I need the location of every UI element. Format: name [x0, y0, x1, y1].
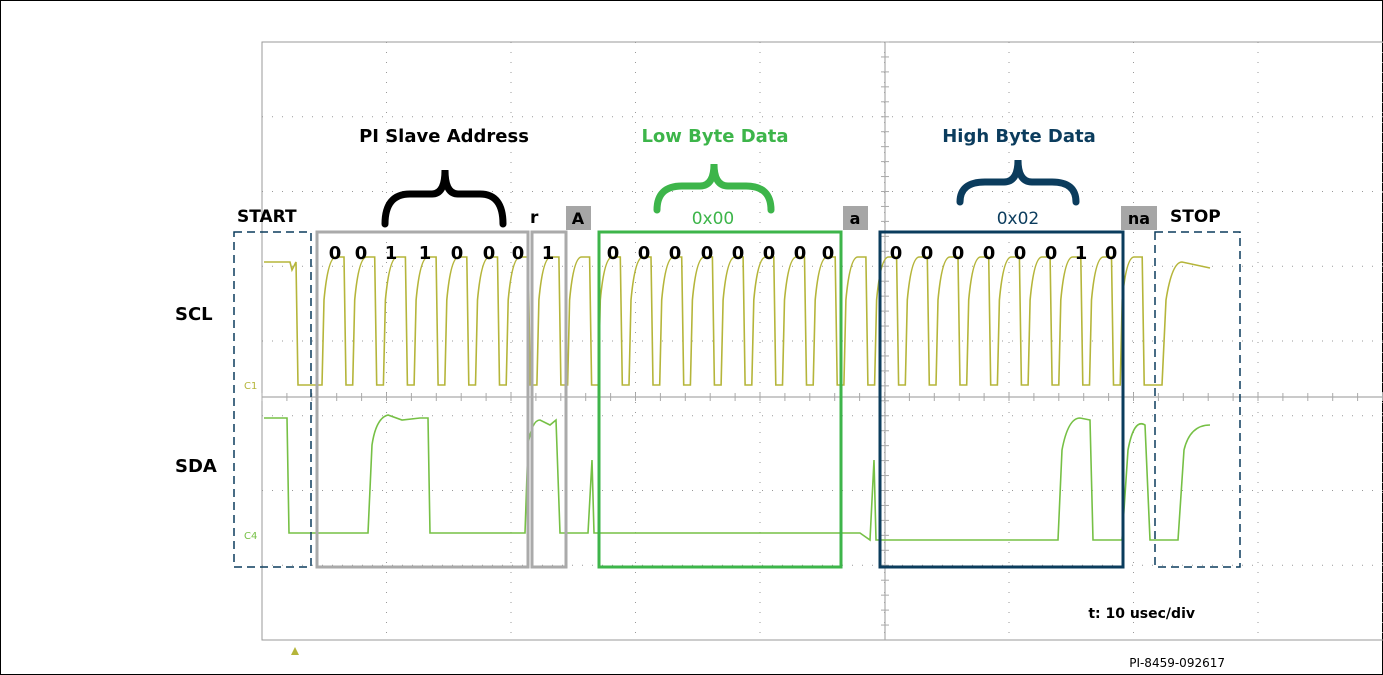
rw-box	[530, 230, 568, 569]
low-byte-bit-0: 0	[607, 243, 620, 264]
address-bit-5: 0	[483, 243, 496, 264]
ch1-marker: C1	[244, 381, 257, 392]
low-byte-bit-1: 0	[638, 243, 651, 264]
high-byte-bit-6: 1	[1075, 243, 1088, 264]
ack-a-tag: a	[843, 206, 868, 230]
low-byte-box	[597, 230, 843, 569]
high-byte-bit-5: 0	[1045, 243, 1058, 264]
high-byte-brace	[956, 159, 1080, 206]
low-byte-bit-7: 0	[822, 243, 835, 264]
svg-text:A: A	[572, 209, 585, 228]
high-byte-box	[878, 230, 1125, 569]
svg-text:a: a	[850, 209, 861, 228]
svg-text:na: na	[1128, 209, 1150, 228]
high-byte-bit-3: 0	[983, 243, 996, 264]
address-bit-1: 0	[355, 243, 368, 264]
scl-label: SCL	[175, 304, 213, 325]
sda-label: SDA	[175, 456, 217, 477]
high-byte-bit-0: 0	[890, 243, 903, 264]
high-byte-bit-4: 0	[1014, 243, 1027, 264]
start-label: START	[237, 207, 297, 227]
address-brace	[381, 169, 507, 228]
low-byte-brace	[653, 163, 775, 214]
high-byte-hex: 0x02	[997, 209, 1040, 229]
low-byte-hex: 0x00	[692, 209, 735, 229]
timebase-label: t: 10 usec/div	[1088, 606, 1195, 622]
pi-slave-address-title: PI Slave Address	[359, 126, 529, 147]
address-bit-6: 0	[512, 243, 525, 264]
low-byte-bit-4: 0	[732, 243, 745, 264]
ch4-marker: C4	[244, 531, 257, 542]
low-byte-bit-6: 0	[794, 243, 807, 264]
start-box	[233, 231, 312, 568]
nack-tag: na	[1121, 206, 1157, 230]
scl-waveform	[264, 256, 1211, 386]
high-byte-bit-7: 0	[1105, 243, 1118, 264]
high-byte-bit-2: 0	[952, 243, 965, 264]
address-bit-2: 1	[385, 243, 398, 264]
figure-id: PI-8459-092617	[1129, 656, 1225, 670]
address-bit-0: 0	[329, 243, 342, 264]
low-byte-data-title: Low Byte Data	[641, 126, 788, 147]
stop-label: STOP	[1170, 207, 1221, 227]
low-byte-bit-5: 0	[763, 243, 776, 264]
high-byte-data-title: High Byte Data	[942, 126, 1096, 147]
trigger-marker-icon	[291, 647, 299, 655]
ack-A-tag: A	[566, 206, 591, 230]
stop-box	[1154, 231, 1241, 568]
low-byte-bit-2: 0	[669, 243, 682, 264]
rw-label: r	[530, 208, 539, 228]
rw-bit-0: 1	[542, 243, 555, 264]
address-box	[315, 230, 530, 569]
high-byte-bit-1: 0	[921, 243, 934, 264]
sda-waveform	[264, 414, 1211, 542]
address-bit-4: 0	[451, 243, 464, 264]
address-bit-3: 1	[419, 243, 432, 264]
low-byte-bit-3: 0	[701, 243, 714, 264]
